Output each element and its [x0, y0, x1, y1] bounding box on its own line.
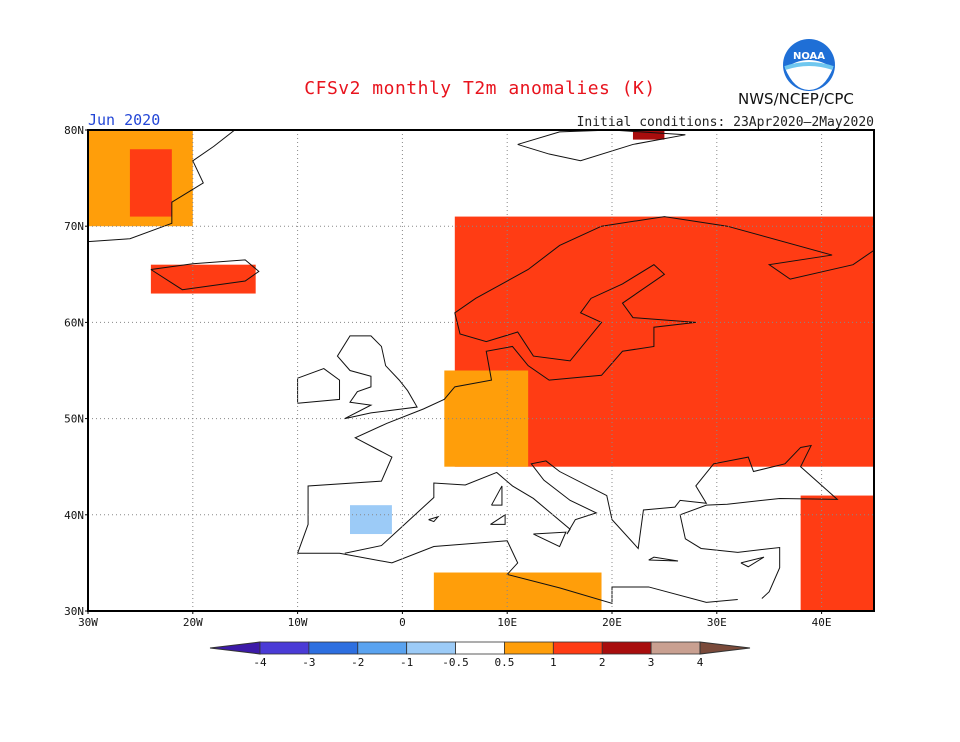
legend-label--4: -4	[253, 656, 267, 669]
plot-frame	[87, 129, 875, 612]
legend-arrow-right	[699, 641, 751, 655]
anomaly-region-north-africa	[433, 572, 602, 611]
noaa-logo-text: NOAA	[793, 51, 825, 62]
anomaly-region-greenland-warm	[129, 149, 172, 217]
legend-label--1: -1	[400, 656, 413, 669]
legend-swatch-8	[601, 641, 652, 655]
coastline-13	[428, 515, 440, 523]
coastline-8	[491, 485, 503, 506]
lat-label-80N: 80N	[64, 124, 84, 137]
lon-label-40E: 40E	[812, 616, 832, 629]
legend-label--2: -2	[351, 656, 364, 669]
legend-swatch-9	[650, 641, 701, 655]
lat-label-60N: 60N	[64, 316, 84, 329]
coastline-0	[297, 216, 874, 554]
legend-label-0.5: 0.5	[495, 656, 515, 669]
anomaly-region-svalbard	[632, 130, 665, 140]
coastline-12	[740, 556, 765, 568]
lat-label-70N: 70N	[64, 220, 84, 233]
coastline-9	[490, 513, 506, 525]
agency-label: NWS/NCEP/CPC	[738, 90, 854, 108]
lat-label-50N: 50N	[64, 413, 84, 426]
legend-label-2: 2	[599, 656, 606, 669]
legend-label-4: 4	[697, 656, 704, 669]
coastline-6	[88, 130, 236, 243]
lon-label-30E: 30E	[707, 616, 727, 629]
gridlines	[88, 130, 874, 611]
noaa-logo: NOAA	[783, 39, 835, 91]
anomaly-region-middle-east	[800, 495, 874, 611]
lat-label-30N: 30N	[64, 605, 84, 618]
coastline-3	[336, 335, 418, 420]
legend-swatch-7	[552, 641, 603, 655]
lon-label-20W: 20W	[183, 616, 203, 629]
lon-label-10W: 10W	[288, 616, 308, 629]
lon-label-30W: 30W	[78, 616, 98, 629]
anomaly-region-iberia-cool	[350, 505, 392, 535]
legend-swatch-1	[259, 641, 310, 655]
lon-label-10E: 10E	[497, 616, 517, 629]
legend-arrow-left	[209, 641, 261, 655]
anomaly-fill-layer	[88, 130, 874, 611]
coastline-5	[150, 259, 260, 291]
coastline-10	[533, 531, 567, 548]
coastline-4	[297, 368, 341, 404]
coastline-7	[517, 130, 686, 162]
legend-label-1: 1	[550, 656, 557, 669]
legend-label-3: 3	[648, 656, 655, 669]
lat-label-40N: 40N	[64, 509, 84, 522]
legend-swatch-6	[504, 641, 554, 655]
legend-label--3: -3	[302, 656, 315, 669]
legend-swatch-4	[406, 641, 456, 655]
lon-label-0: 0	[399, 616, 406, 629]
legend-swatch-5	[455, 641, 505, 655]
legend-swatch-3	[357, 641, 408, 655]
map-title: CFSv2 monthly T2m anomalies (K)	[304, 78, 656, 99]
legend-swatch-2	[308, 641, 359, 655]
forecast-month: Jun 2020	[88, 111, 161, 129]
coastline-11	[648, 556, 679, 562]
colorbar-legend: -4 -3 -2 -1 -0.5 0.5 1 2 3 4	[209, 641, 751, 669]
initial-conditions: Initial conditions: 23Apr2020–2May2020	[576, 115, 874, 130]
coastline-1	[344, 444, 839, 599]
legend-label--0.5: -0.5	[442, 656, 469, 669]
anomaly-region-iceland	[150, 264, 256, 294]
lon-label-20E: 20E	[602, 616, 622, 629]
